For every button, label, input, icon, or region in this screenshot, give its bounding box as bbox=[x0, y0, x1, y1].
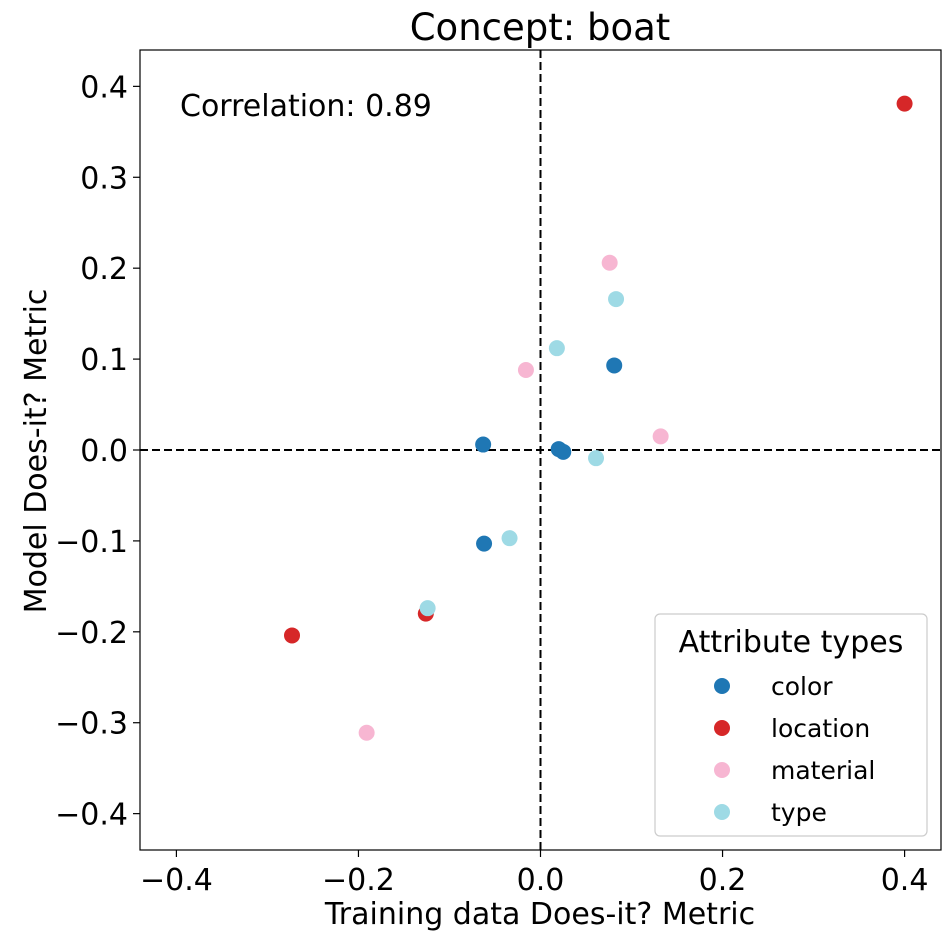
data-point-type bbox=[419, 600, 436, 617]
data-point-material bbox=[652, 428, 669, 445]
correlation-annotation: Correlation: 0.89 bbox=[180, 89, 432, 124]
y-tick-label: 0.1 bbox=[80, 343, 128, 378]
legend-label-type: type bbox=[771, 798, 827, 827]
legend-label-location: location bbox=[771, 714, 870, 743]
legend-label-material: material bbox=[771, 756, 875, 785]
y-tick-label: 0.0 bbox=[80, 434, 128, 469]
axes-frame bbox=[139, 49, 942, 851]
x-tick-label: −0.2 bbox=[322, 863, 395, 898]
data-point-color bbox=[475, 436, 492, 453]
legend-box bbox=[654, 613, 928, 837]
y-tick-label: −0.4 bbox=[55, 798, 128, 833]
x-tick-label: 0.2 bbox=[699, 863, 747, 898]
y-tick-label: −0.3 bbox=[55, 707, 128, 742]
y-axis-label: Model Does-it? Metric bbox=[19, 289, 54, 614]
data-point-material bbox=[601, 254, 618, 271]
data-point-type bbox=[588, 450, 605, 467]
x-tick-label: 0.0 bbox=[517, 863, 565, 898]
legend-marker-type bbox=[714, 804, 730, 820]
data-point-color bbox=[555, 443, 572, 460]
chart-title: Concept: boat bbox=[410, 6, 671, 49]
data-point-type bbox=[548, 340, 565, 357]
legend-title: Attribute types bbox=[679, 625, 904, 660]
x-axis-label: Training data Does-it? Metric bbox=[324, 897, 755, 932]
y-tick-label: −0.1 bbox=[55, 525, 128, 560]
data-point-color bbox=[606, 357, 623, 374]
plot-area: −0.4 −0.2 0.0 0.2 0.4 −0.4 −0.3 −0.2 −0.1 0.0 0.1 0… bbox=[55, 49, 942, 898]
data-point-location bbox=[284, 627, 301, 644]
data-point-material bbox=[358, 724, 375, 741]
data-point-location bbox=[896, 95, 913, 112]
y-tick-label: 0.4 bbox=[80, 70, 128, 105]
data-point-material bbox=[517, 362, 534, 378]
x-tick-label: 0.4 bbox=[881, 863, 929, 898]
legend-label-color: color bbox=[771, 672, 833, 701]
legend-marker-material bbox=[714, 762, 730, 778]
legend-marker-location bbox=[714, 720, 730, 736]
data-point-color bbox=[476, 535, 493, 552]
data-point-type bbox=[501, 530, 518, 547]
y-tick-label: 0.3 bbox=[80, 161, 128, 196]
x-tick-label: −0.4 bbox=[140, 863, 213, 898]
legend-marker-color bbox=[714, 678, 730, 694]
data-point-type bbox=[608, 291, 625, 308]
y-tick-label: −0.2 bbox=[55, 616, 128, 651]
y-tick-label: 0.2 bbox=[80, 252, 128, 287]
